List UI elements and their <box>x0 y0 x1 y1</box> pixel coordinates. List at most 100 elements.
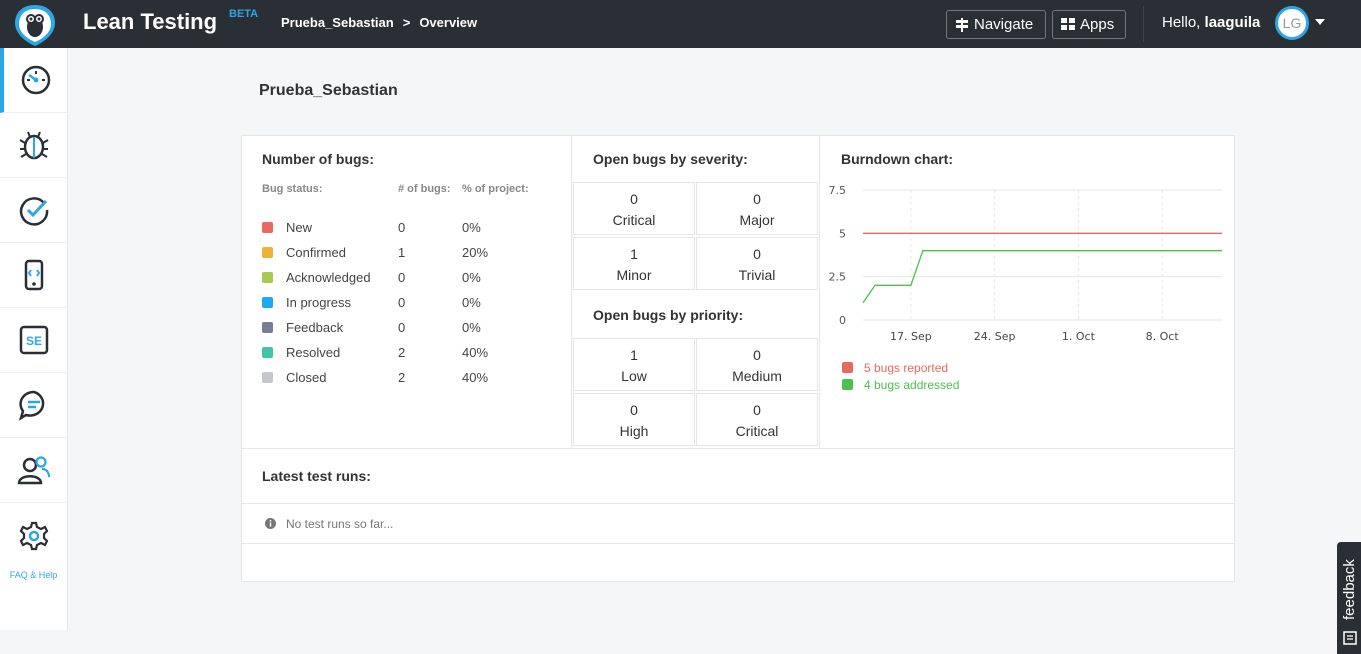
col-bug-status: Bug status: <box>262 183 323 195</box>
col-bug-count: # of bugs: <box>398 183 451 195</box>
cell-count: 0 <box>753 191 761 207</box>
legend-label: 5 bugs reported <box>864 361 949 375</box>
sidebar-item-devices[interactable] <box>0 243 67 308</box>
navigate-label: Navigate <box>974 16 1034 33</box>
feedback-tab[interactable] <box>1337 542 1361 654</box>
status-name: Feedback <box>286 320 344 335</box>
cell-label: High <box>619 423 649 439</box>
priority-title: Open bugs by priority: <box>593 307 744 323</box>
cell-count: 0 <box>630 402 638 418</box>
priority-critical-cell[interactable]: 0 Critical <box>696 393 818 446</box>
burndown-panel: Burndown chart: 0 2.5 5 7.5 17. Sep 24. Sep 1.… <box>820 136 1234 448</box>
info-icon <box>265 518 276 529</box>
severity-critical-cell[interactable]: 0 Critical <box>573 182 695 235</box>
gear-icon <box>19 521 48 550</box>
status-count: 2 <box>398 370 406 385</box>
sidebar-item-tests[interactable] <box>0 178 67 243</box>
cell-count: 0 <box>630 191 638 207</box>
status-count: 0 <box>398 220 406 235</box>
sidebar-item-dashboard[interactable] <box>0 48 67 113</box>
status-name: Closed <box>286 370 327 385</box>
bugs-panel: Number of bugs: Bug status: # of bugs: %… <box>242 136 572 448</box>
feedback-label[interactable]: feedback <box>1341 559 1358 620</box>
grid-icon <box>1061 18 1075 30</box>
sidebar-item-messages[interactable] <box>0 373 67 438</box>
priority-high-cell[interactable]: 0 High <box>573 393 695 446</box>
status-pct: 0% <box>462 320 481 335</box>
test-runs-empty-row: No test runs so far... <box>242 504 1234 544</box>
severity-minor-cell[interactable]: 1 Minor <box>573 237 695 290</box>
status-pct: 0% <box>462 270 481 285</box>
x-tick-label: 1. Oct <box>1062 330 1096 343</box>
topbar-divider <box>1143 6 1144 42</box>
severity-major-cell[interactable]: 0 Major <box>696 182 818 235</box>
y-tick-label: 2.5 <box>829 271 847 284</box>
y-tick-label: 0 <box>839 314 846 327</box>
username: laaguila <box>1204 14 1261 31</box>
lean-testing-logo-icon[interactable] <box>12 2 58 48</box>
legend-label: 4 bugs addressed <box>864 378 960 392</box>
bug-status-row-acknowledged[interactable]: Acknowledged 0 0% <box>262 269 562 289</box>
avatar[interactable]: LG <box>1275 6 1309 40</box>
sidebar-item-users[interactable] <box>0 438 67 503</box>
status-name: Confirmed <box>286 245 346 260</box>
page-title: Prueba_Sebastian <box>259 82 398 99</box>
navigate-button[interactable]: Navigate <box>946 10 1046 39</box>
bug-status-row-new[interactable]: New 0 0% <box>262 219 562 239</box>
apps-button[interactable]: Apps <box>1052 10 1126 39</box>
overview-card: Number of bugs: Bug status: # of bugs: %… <box>241 135 1235 582</box>
cell-label: Trivial <box>738 267 776 283</box>
status-color-swatch <box>262 347 273 358</box>
app-title[interactable]: Lean Testing <box>83 9 218 34</box>
x-tick-label: 8. Oct <box>1146 330 1180 343</box>
bug-status-row-resolved[interactable]: Resolved 2 40% <box>262 344 562 364</box>
status-color-swatch <box>262 272 273 283</box>
sidebar: SE FAQ & Help <box>0 48 68 630</box>
priority-low-cell[interactable]: 1 Low <box>573 338 695 391</box>
status-pct: 0% <box>462 295 481 310</box>
cell-count: 0 <box>753 246 761 262</box>
y-tick-label: 5 <box>839 227 846 240</box>
test-runs-empty-text: No test runs so far... <box>286 517 394 531</box>
series-line-addressed <box>862 250 1222 304</box>
test-runs-title: Latest test runs: <box>262 468 371 484</box>
status-pct: 0% <box>462 220 481 235</box>
y-tick-label: 7.5 <box>829 184 847 197</box>
legend-swatch <box>842 362 853 373</box>
sidebar-item-settings[interactable] <box>0 503 67 568</box>
cell-label: Major <box>739 212 775 228</box>
breadcrumb-project[interactable]: Prueba_Sebastian <box>281 15 394 30</box>
bug-status-row-in-progress[interactable]: In progress 0 0% <box>262 294 562 314</box>
status-pct: 40% <box>462 370 489 385</box>
x-tick-label: 24. Sep <box>974 330 1016 343</box>
sidebar-item-se[interactable]: SE <box>0 308 67 373</box>
bug-status-row-confirmed[interactable]: Confirmed 1 20% <box>262 244 562 264</box>
sidebar-item-bugs[interactable] <box>0 113 67 178</box>
greeting: Hello, laaguila <box>1162 14 1260 31</box>
status-count: 2 <box>398 345 406 360</box>
bug-status-row-feedback[interactable]: Feedback 0 0% <box>262 319 562 339</box>
severity-trivial-cell[interactable]: 0 Trivial <box>696 237 818 290</box>
cell-label: Critical <box>612 212 656 228</box>
faq-help-link[interactable]: FAQ & Help <box>9 570 58 580</box>
status-name: In progress <box>286 295 352 310</box>
chat-icon <box>18 390 44 421</box>
bugs-title: Number of bugs: <box>262 151 374 167</box>
svg-text:SE: SE <box>25 334 41 348</box>
apps-label: Apps <box>1080 16 1115 33</box>
chevron-down-icon[interactable] <box>1315 19 1325 25</box>
cell-count: 1 <box>630 347 638 363</box>
cell-label: Low <box>621 368 647 384</box>
breadcrumb-separator: > <box>402 15 411 30</box>
breadcrumb-current: Overview <box>419 15 478 30</box>
status-count: 0 <box>398 320 406 335</box>
checkmark-icon <box>19 197 48 226</box>
x-tick-label: 17. Sep <box>890 330 932 343</box>
beta-badge: BETA <box>229 8 259 20</box>
priority-medium-cell[interactable]: 0 Medium <box>696 338 818 391</box>
status-color-swatch <box>262 247 273 258</box>
mobile-device-icon <box>24 259 43 291</box>
severity-priority-panel: Open bugs by severity: 0 Critical 0 Major … <box>572 136 820 448</box>
status-color-swatch <box>262 322 273 333</box>
bug-status-row-closed[interactable]: Closed 2 40% <box>262 369 562 389</box>
